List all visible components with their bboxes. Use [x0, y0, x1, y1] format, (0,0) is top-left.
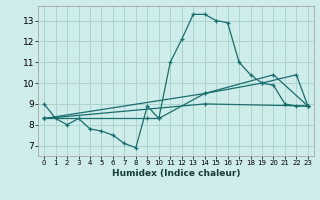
X-axis label: Humidex (Indice chaleur): Humidex (Indice chaleur) — [112, 169, 240, 178]
